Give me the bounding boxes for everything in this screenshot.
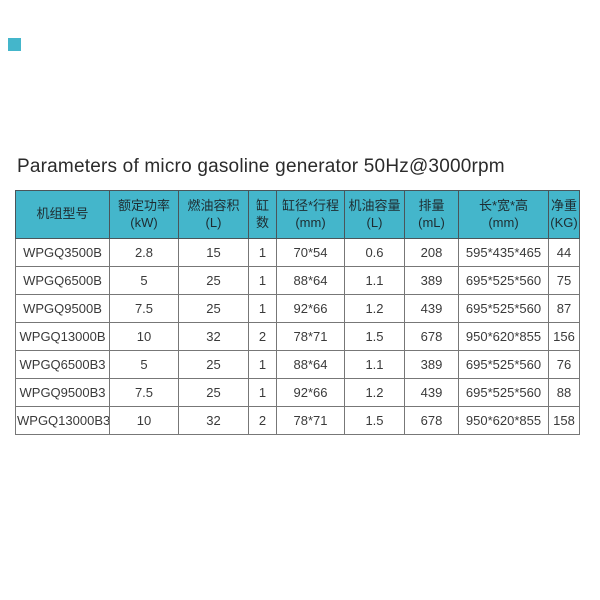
spec-cell: 439 [404,294,459,323]
spec-cell: 88 [548,378,580,407]
accent-square [8,38,21,51]
spec-cell: 156 [548,322,580,351]
column-header-3: 缸数 [248,190,277,239]
spec-cell: 32 [178,406,249,435]
column-header-8: 净重 (KG) [548,190,580,239]
spec-cell: 678 [404,406,459,435]
spec-cell: 92*66 [276,294,345,323]
spec-cell: 88*64 [276,266,345,295]
spec-cell: 1 [248,294,277,323]
spec-cell: 25 [178,378,249,407]
spec-cell: 1.1 [344,266,405,295]
spec-cell: 15 [178,238,249,267]
spec-cell: 5 [109,266,179,295]
spec-cell: 44 [548,238,580,267]
spec-cell: 87 [548,294,580,323]
spec-cell: 92*66 [276,378,345,407]
table-row: WPGQ13000B3 10 32 2 78*71 1.5 678 950*620*855 15… [15,406,580,435]
model-cell: WPGQ9500B [15,294,110,323]
spec-cell: 25 [178,266,249,295]
spec-cell: 950*620*855 [458,406,549,435]
column-header-4: 缸径*行程 (mm) [276,190,345,239]
table-row: WPGQ13000B 10 32 2 78*71 1.5 678 950*620*855 156 [15,322,580,351]
spec-cell: 208 [404,238,459,267]
spec-cell: 158 [548,406,580,435]
spec-cell: 88*64 [276,350,345,379]
spec-table-header: 机组型号 额定功率 (kW) 燃油容积 (L) 缸数 缸径*行程 (mm) 机油容量 (L… [15,190,580,239]
spec-cell: 1 [248,266,277,295]
spec-cell: 25 [178,294,249,323]
spec-cell: 2.8 [109,238,179,267]
page-title: Parameters of micro gasoline generator 5… [17,156,505,177]
spec-cell: 10 [109,406,179,435]
generator-spec-table: 机组型号 额定功率 (kW) 燃油容积 (L) 缸数 缸径*行程 (mm) 机油容量 (L… [15,190,580,435]
spec-cell: 1 [248,378,277,407]
column-header-2: 燃油容积 (L) [178,190,249,239]
spec-cell: 595*435*465 [458,238,549,267]
column-header-6: 排量 (mL) [404,190,459,239]
column-header-5: 机油容量 (L) [344,190,405,239]
spec-cell: 1.1 [344,350,405,379]
spec-cell: 7.5 [109,294,179,323]
spec-cell: 1 [248,238,277,267]
spec-cell: 2 [248,322,277,351]
spec-cell: 678 [404,322,459,351]
spec-cell: 695*525*560 [458,378,549,407]
spec-cell: 78*71 [276,406,345,435]
spec-cell: 5 [109,350,179,379]
spec-table-body: WPGQ3500B 2.8 15 1 70*54 0.6 208 595*435*465 44 W… [15,238,580,435]
column-header-1: 额定功率 (kW) [109,190,179,239]
spec-cell: 1.5 [344,322,405,351]
spec-cell: 695*525*560 [458,266,549,295]
model-cell: WPGQ3500B [15,238,110,267]
model-cell: WPGQ6500B [15,266,110,295]
model-cell: WPGQ9500B3 [15,378,110,407]
spec-cell: 1.5 [344,406,405,435]
spec-cell: 1 [248,350,277,379]
table-row: WPGQ6500B3 5 25 1 88*64 1.1 389 695*525*560 76 [15,350,580,379]
model-cell: WPGQ13000B3 [15,406,110,435]
column-header-0: 机组型号 [15,190,110,239]
table-row: WPGQ9500B 7.5 25 1 92*66 1.2 439 695*525*560 87 [15,294,580,323]
header-row: 机组型号 额定功率 (kW) 燃油容积 (L) 缸数 缸径*行程 (mm) 机油容量 (L… [15,190,580,239]
spec-cell: 76 [548,350,580,379]
spec-cell: 10 [109,322,179,351]
spec-cell: 7.5 [109,378,179,407]
spec-cell: 2 [248,406,277,435]
spec-cell: 25 [178,350,249,379]
spec-cell: 70*54 [276,238,345,267]
spec-cell: 950*620*855 [458,322,549,351]
spec-cell: 1.2 [344,378,405,407]
model-cell: WPGQ6500B3 [15,350,110,379]
spec-cell: 1.2 [344,294,405,323]
spec-cell: 32 [178,322,249,351]
spec-cell: 695*525*560 [458,294,549,323]
table-row: WPGQ3500B 2.8 15 1 70*54 0.6 208 595*435*465 44 [15,238,580,267]
spec-cell: 439 [404,378,459,407]
model-cell: WPGQ13000B [15,322,110,351]
spec-cell: 695*525*560 [458,350,549,379]
column-header-7: 长*宽*高 (mm) [458,190,549,239]
table-row: WPGQ6500B 5 25 1 88*64 1.1 389 695*525*560 75 [15,266,580,295]
spec-cell: 389 [404,266,459,295]
spec-cell: 78*71 [276,322,345,351]
spec-cell: 0.6 [344,238,405,267]
spec-cell: 75 [548,266,580,295]
spec-cell: 389 [404,350,459,379]
table-row: WPGQ9500B3 7.5 25 1 92*66 1.2 439 695*525*560 88 [15,378,580,407]
